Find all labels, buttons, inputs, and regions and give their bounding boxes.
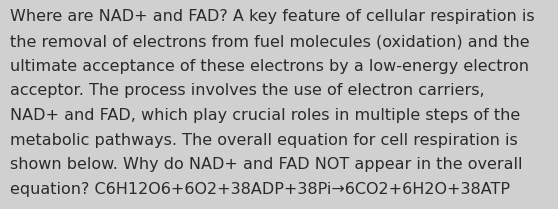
Text: equation? C6H12O6+6O2+38ADP+38Pi→6CO2+6H2O+38ATP: equation? C6H12O6+6O2+38ADP+38Pi→6CO2+6H…	[10, 182, 510, 197]
Text: the removal of electrons from fuel molecules (oxidation) and the: the removal of electrons from fuel molec…	[10, 34, 530, 49]
Text: metabolic pathways. The overall equation for cell respiration is: metabolic pathways. The overall equation…	[10, 133, 518, 148]
Text: Where are NAD+ and FAD? A key feature of cellular respiration is: Where are NAD+ and FAD? A key feature of…	[10, 9, 535, 24]
Text: NAD+ and FAD, which play crucial roles in multiple steps of the: NAD+ and FAD, which play crucial roles i…	[10, 108, 520, 123]
Text: ultimate acceptance of these electrons by a low-energy electron: ultimate acceptance of these electrons b…	[10, 59, 529, 74]
Text: shown below. Why do NAD+ and FAD NOT appear in the overall: shown below. Why do NAD+ and FAD NOT app…	[10, 157, 522, 172]
Text: acceptor. The process involves the use of electron carriers,: acceptor. The process involves the use o…	[10, 83, 485, 98]
